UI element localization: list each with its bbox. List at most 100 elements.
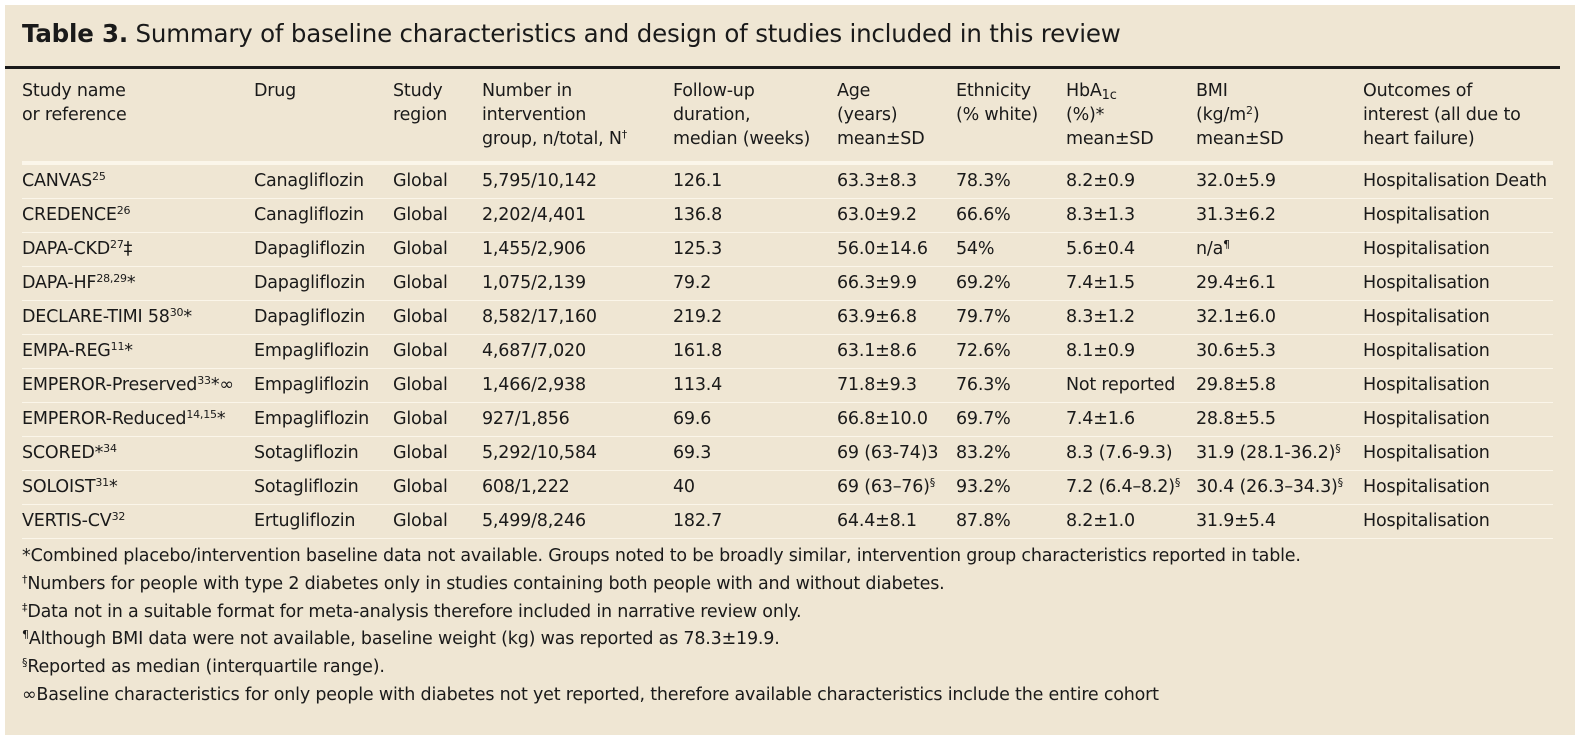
study-mark: * — [108, 477, 118, 497]
cell-outcome: Hospitalisation — [1363, 273, 1490, 293]
header-region: Study region — [393, 81, 448, 125]
table-row: EMPA-REG11* Empagliflozin Global 4,687/7,02… — [22, 335, 1553, 369]
cell-number: 2,202/4,401 — [482, 205, 586, 225]
hba1c-value: 8.2±1.0 — [1066, 511, 1135, 531]
cell-age: 66.3±9.9 — [837, 267, 956, 301]
header-age: Age (years) mean±SD — [837, 81, 925, 149]
cell-age: 71.8±9.3 — [837, 369, 956, 403]
cell-age: 63.1±8.6 — [837, 335, 956, 369]
cell-ethnicity: 72.6% — [956, 341, 1011, 361]
table-row: CANVAS25 Canagliflozin Global 5,795/10,142 1… — [22, 163, 1553, 199]
cell-hba1c: 8.2±0.9 — [1066, 163, 1196, 199]
cell-age: 64.4±8.1 — [837, 505, 956, 539]
cell-region: Global — [393, 341, 448, 361]
cell-age: 63.9±6.8 — [837, 301, 956, 335]
cell-ethnicity: 69.7% — [956, 409, 1011, 429]
header-outcomes: Outcomes of interest (all due to heart fai… — [1363, 81, 1521, 149]
table-caption: Summary of baseline characteristics and … — [135, 19, 1121, 48]
cell-outcome: Hospitalisation — [1363, 443, 1490, 463]
study-ref: 33 — [197, 374, 211, 387]
cell-followup: 126.1 — [673, 171, 723, 191]
footnotes: *Combined placebo/intervention baseline … — [22, 543, 1301, 710]
footnote-text: Reported as median (interquartile range)… — [27, 657, 385, 678]
cell-hba1c: Not reported — [1066, 369, 1196, 403]
cell-drug: Dapagliflozin — [254, 307, 366, 327]
bmi-value: 30.6±5.3 — [1196, 341, 1276, 361]
study-name: DAPA-HF — [22, 273, 97, 293]
footnote-text: Although BMI data were not available, ba… — [28, 629, 780, 650]
cell-region: Global — [393, 273, 448, 293]
cell-hba1c: 7.4±1.5 — [1066, 267, 1196, 301]
cell-followup: 182.7 — [673, 511, 723, 531]
study-name: SCORED — [22, 443, 95, 463]
table-row: DECLARE-TIMI 5830* Dapagliflozin Global 8,5… — [22, 301, 1553, 335]
cell-number: 1,455/2,906 — [482, 239, 586, 259]
cell-followup: 69.6 — [673, 409, 712, 429]
cell-ethnicity: 54% — [956, 239, 995, 259]
cell-outcome: Hospitalisation — [1363, 239, 1490, 259]
cell-drug: Empagliflozin — [254, 375, 370, 395]
header-ethnicity: Ethnicity (% white) — [956, 81, 1038, 125]
cell-number: 608/1,222 — [482, 477, 570, 497]
age-value: 69 (63–76) — [837, 477, 930, 497]
cell-drug: Sotagliflozin — [254, 443, 359, 463]
cell-outcome: Hospitalisation — [1363, 511, 1490, 531]
cell-region: Global — [393, 171, 448, 191]
cell-study: VERTIS-CV32 — [22, 505, 254, 539]
study-name: VERTIS-CV — [22, 511, 112, 531]
cell-outcome: Hospitalisation — [1363, 375, 1490, 395]
cell-bmi: 30.4 (26.3–34.3)§ — [1196, 471, 1363, 505]
cell-number: 1,075/2,139 — [482, 273, 586, 293]
bmi-value: 31.9±5.4 — [1196, 511, 1276, 531]
footnote: §Reported as median (interquartile range… — [22, 654, 1301, 682]
cell-bmi: 32.0±5.9 — [1196, 163, 1363, 199]
age-value: 63.1±8.6 — [837, 341, 917, 361]
study-name: CREDENCE — [22, 205, 117, 225]
cell-bmi: n/a¶ — [1196, 233, 1363, 267]
age-value: 69 (63-74)3 — [837, 443, 939, 463]
header-bmi: BMI (kg/m2) mean±SD — [1196, 81, 1284, 149]
footnote-symbol: * — [22, 546, 31, 566]
cell-age: 69 (63-74)3 — [837, 437, 956, 471]
study-ref: 30 — [169, 306, 184, 319]
bmi-note: ¶ — [1223, 238, 1230, 251]
cell-study: CANVAS25 — [22, 163, 254, 199]
study-ref: 26 — [116, 204, 131, 217]
hba1c-value: 7.2 (6.4–8.2) — [1066, 477, 1175, 497]
cell-hba1c: 8.1±0.9 — [1066, 335, 1196, 369]
cell-region: Global — [393, 307, 448, 327]
cell-outcome: Hospitalisation Death — [1363, 171, 1547, 191]
age-value: 71.8±9.3 — [837, 375, 917, 395]
footnote-text: Data not in a suitable format for meta-a… — [27, 601, 802, 622]
cell-region: Global — [393, 477, 448, 497]
study-mark: ‡ — [123, 239, 133, 259]
cell-ethnicity: 78.3% — [956, 171, 1011, 191]
hba1c-value: 7.4±1.6 — [1066, 409, 1135, 429]
study-mark: *∞ — [210, 375, 234, 395]
cell-ethnicity: 79.7% — [956, 307, 1011, 327]
cell-ethnicity: 69.2% — [956, 273, 1011, 293]
table-row: EMPEROR-Reduced14,15* Empagliflozin Global… — [22, 403, 1553, 437]
cell-outcome: Hospitalisation — [1363, 205, 1490, 225]
cell-drug: Canagliflozin — [254, 205, 364, 225]
bmi-value: 30.4 (26.3–34.3) — [1196, 477, 1338, 497]
study-ref: 11 — [110, 340, 125, 353]
header-number: Number in intervention group, n/total, N† — [482, 81, 628, 149]
study-ref: 28,29 — [96, 272, 127, 285]
table-label: Table 3. — [22, 19, 128, 48]
study-name: SOLOIST — [22, 477, 96, 497]
age-value: 66.8±10.0 — [837, 409, 928, 429]
cell-drug: Dapagliflozin — [254, 239, 366, 259]
bmi-note: § — [1337, 476, 1344, 489]
table-body: CANVAS25 Canagliflozin Global 5,795/10,142 1… — [22, 163, 1553, 539]
age-value: 63.0±9.2 — [837, 205, 917, 225]
study-ref: 25 — [92, 170, 106, 183]
study-ref: 34 — [103, 442, 117, 455]
hba1c-note: § — [1174, 476, 1181, 489]
footnote-text: Numbers for people with type 2 diabetes … — [27, 573, 945, 594]
bmi-value: 29.4±6.1 — [1196, 273, 1276, 293]
cell-hba1c: 8.3 (7.6-9.3) — [1066, 437, 1196, 471]
footnote-symbol: § — [22, 656, 28, 670]
age-value: 66.3±9.9 — [837, 273, 917, 293]
bmi-value: n/a — [1196, 239, 1224, 259]
